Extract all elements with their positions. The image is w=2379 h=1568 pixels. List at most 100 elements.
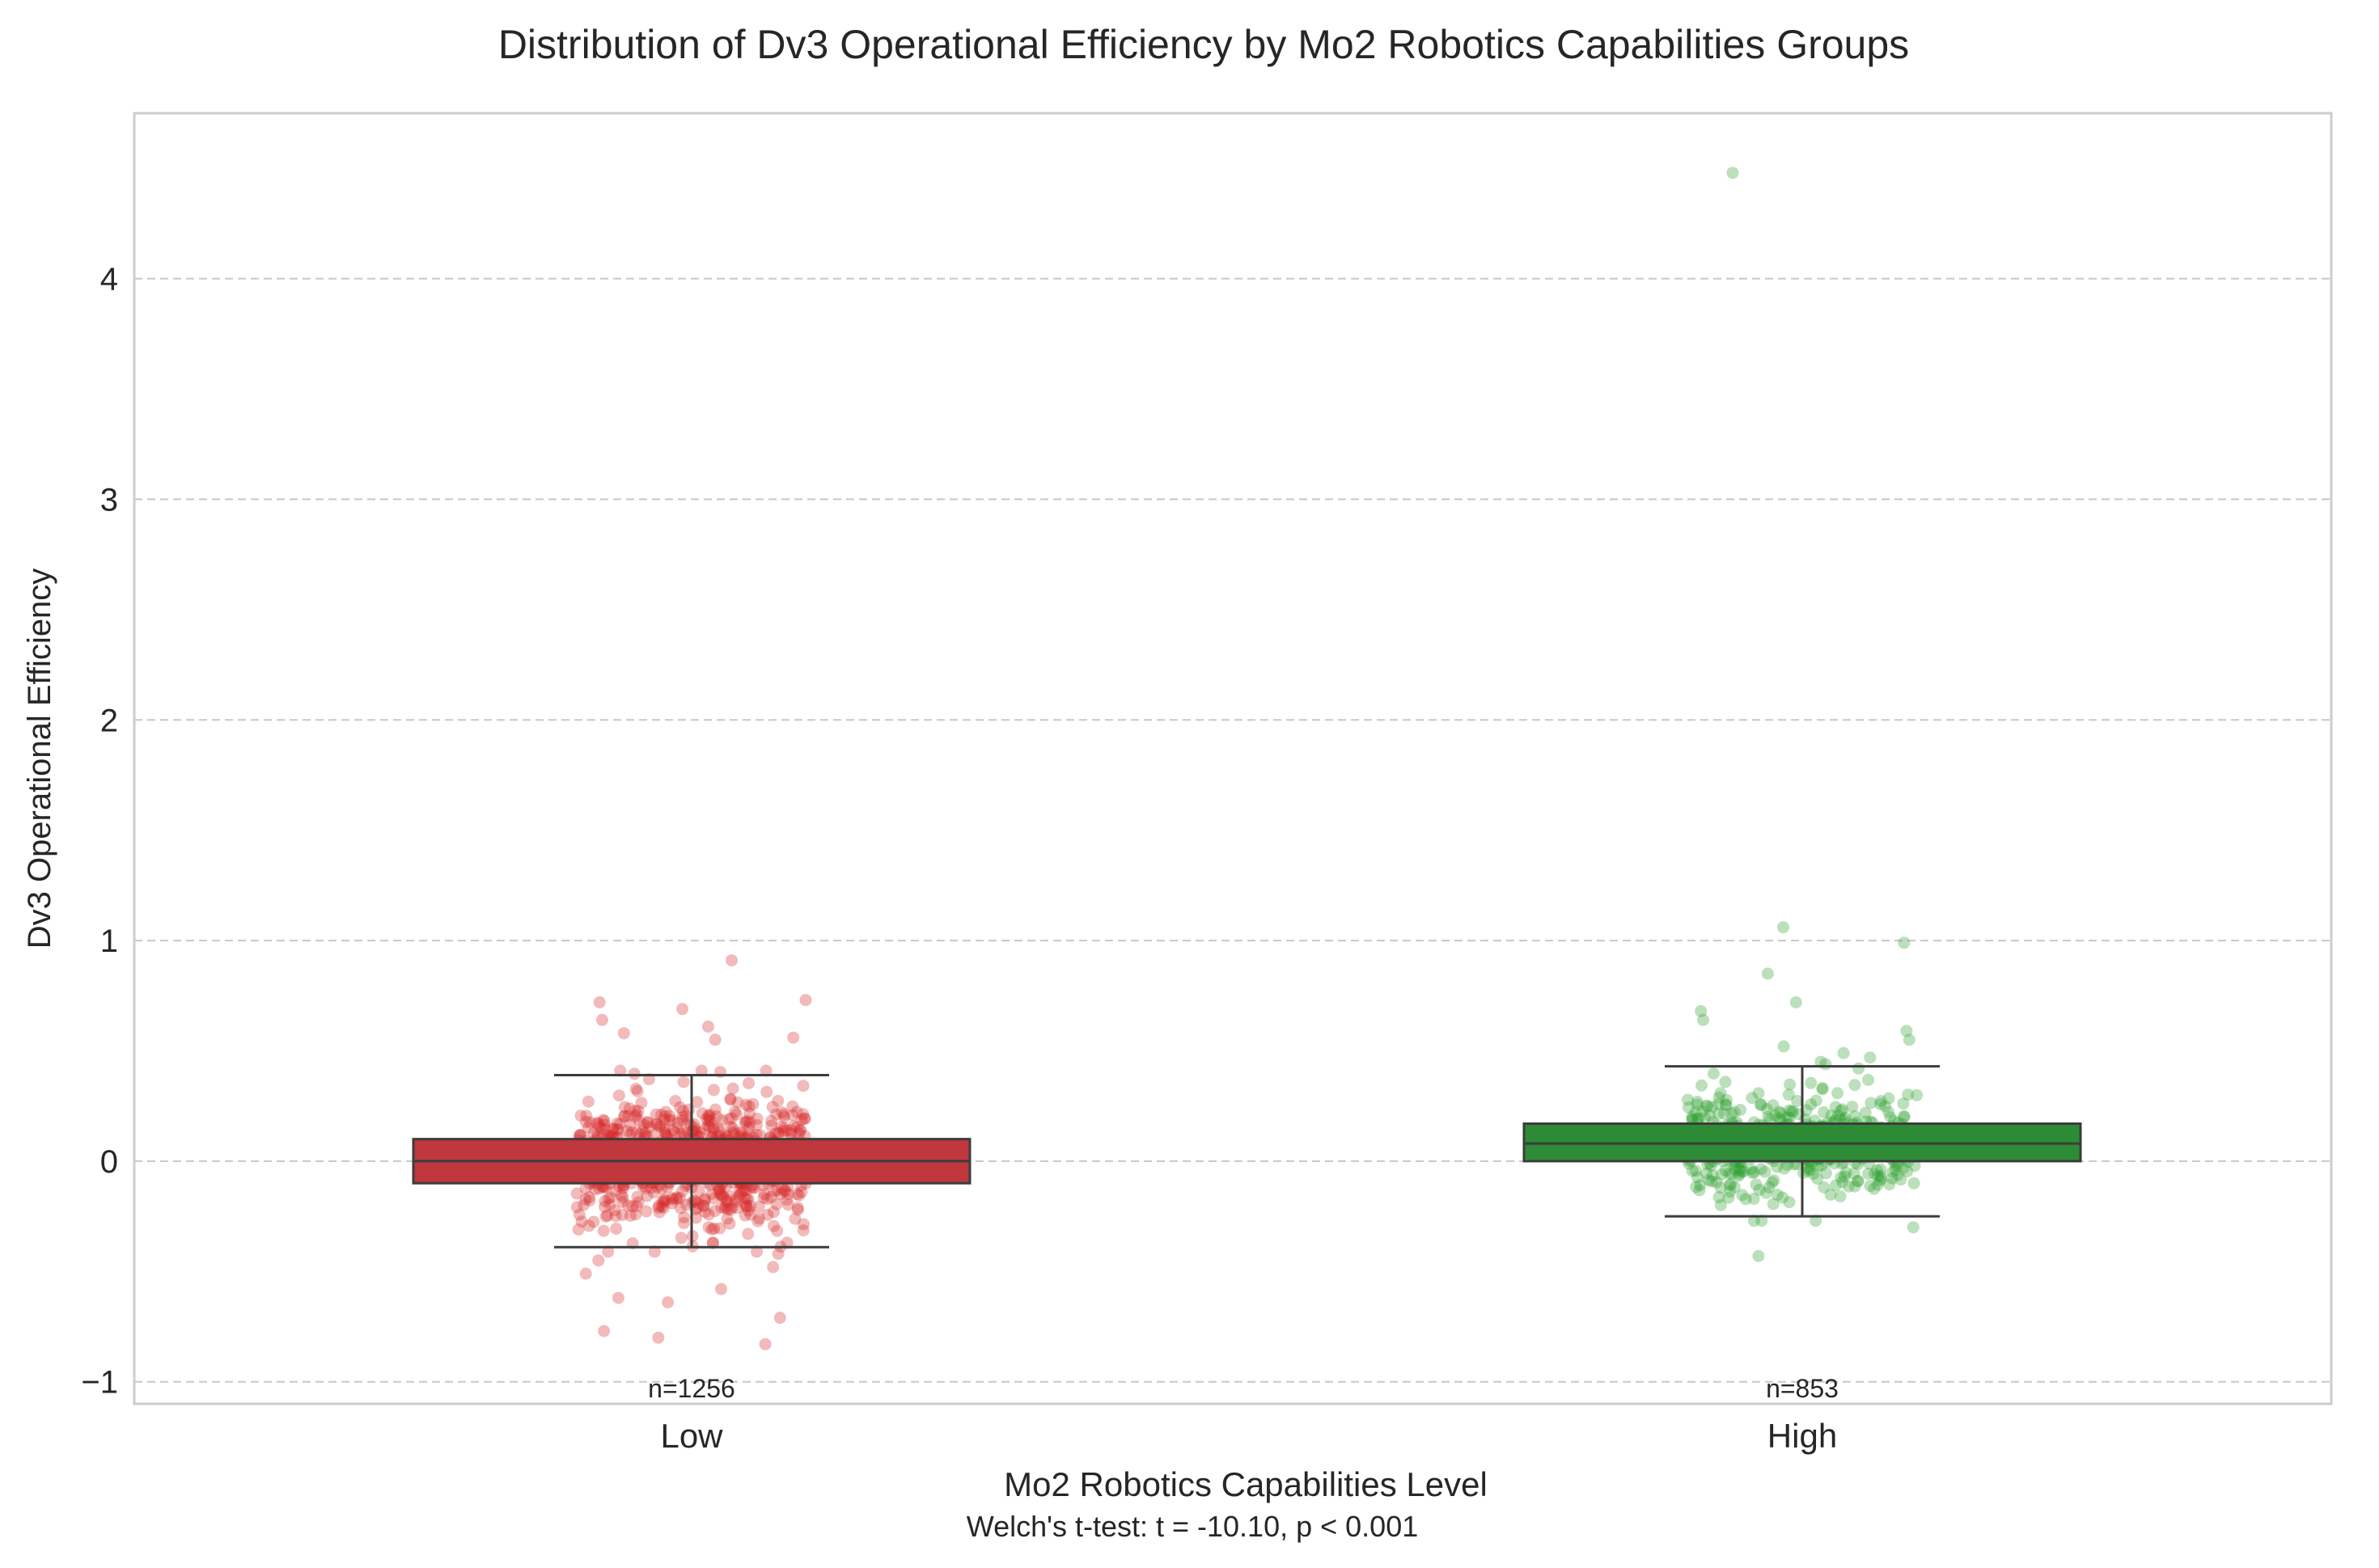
data-point — [715, 1201, 728, 1214]
outlier-point — [726, 954, 738, 967]
data-point — [1719, 1098, 1732, 1111]
data-point — [724, 1190, 737, 1202]
data-point — [733, 1126, 746, 1139]
data-point — [1783, 1104, 1796, 1117]
data-point — [1835, 1171, 1848, 1184]
data-point — [1829, 1179, 1842, 1192]
data-point — [666, 1192, 679, 1204]
data-point — [776, 1182, 789, 1195]
data-point — [757, 1191, 770, 1204]
data-point — [667, 1193, 679, 1206]
data-point — [630, 1200, 643, 1213]
data-point — [661, 1181, 674, 1194]
data-point — [1868, 1182, 1881, 1195]
data-point — [702, 1114, 715, 1127]
data-point — [616, 1191, 629, 1204]
data-point — [591, 1117, 603, 1130]
data-point — [623, 1102, 636, 1115]
data-point — [598, 1114, 611, 1127]
data-point — [622, 1109, 635, 1122]
y-tick-labels: −1 0 1 2 3 4 — [81, 262, 118, 1401]
data-point — [747, 1097, 760, 1110]
data-point — [727, 1122, 739, 1135]
data-point — [1769, 1109, 1782, 1122]
data-point — [582, 1122, 595, 1135]
data-point — [785, 1127, 798, 1140]
data-point — [624, 1118, 637, 1131]
data-point — [1689, 1106, 1702, 1119]
data-point — [1862, 1168, 1875, 1180]
data-point — [629, 1083, 642, 1095]
data-point — [698, 1194, 711, 1207]
data-point — [1748, 1165, 1761, 1178]
data-point — [704, 1114, 717, 1126]
data-point — [609, 1185, 622, 1197]
data-point — [1691, 1171, 1704, 1184]
data-point — [736, 1127, 748, 1140]
y-grid-lines — [134, 277, 2331, 1383]
data-point — [1891, 1169, 1904, 1181]
data-point — [1839, 1166, 1852, 1179]
data-point — [768, 1219, 780, 1232]
data-point — [624, 1210, 637, 1222]
box-plots — [412, 1065, 2082, 1249]
data-point — [707, 1084, 720, 1097]
data-point — [760, 1064, 773, 1077]
data-point — [739, 1116, 752, 1128]
data-point — [1883, 1178, 1896, 1191]
data-point — [673, 1191, 686, 1204]
data-point — [1755, 1163, 1767, 1176]
data-point — [717, 1190, 730, 1203]
data-point — [1871, 1178, 1884, 1191]
data-point — [706, 1236, 719, 1249]
data-point — [692, 1196, 705, 1209]
data-point — [1865, 1097, 1877, 1109]
data-point — [793, 1127, 806, 1139]
data-point — [679, 1109, 692, 1122]
outlier-point — [1726, 167, 1739, 180]
data-point — [1760, 1103, 1773, 1115]
data-point — [1816, 1083, 1829, 1096]
data-point — [658, 1202, 671, 1214]
data-point — [1744, 1163, 1757, 1176]
data-point — [1762, 1110, 1775, 1123]
data-point — [669, 1095, 682, 1107]
data-point — [770, 1108, 782, 1121]
data-point — [1717, 1107, 1730, 1120]
data-point — [601, 1209, 614, 1222]
data-point — [1705, 1175, 1718, 1188]
data-point — [1691, 1113, 1704, 1126]
data-point — [740, 1193, 753, 1206]
data-point — [1816, 1082, 1829, 1094]
data-point — [620, 1125, 633, 1138]
data-point — [610, 1223, 623, 1235]
outlier-point — [1864, 1051, 1877, 1064]
data-point — [1703, 1173, 1716, 1186]
data-point — [742, 1193, 755, 1206]
data-point — [773, 1127, 785, 1140]
data-point — [1839, 1111, 1852, 1124]
data-point — [641, 1190, 654, 1202]
data-point — [712, 1181, 725, 1194]
data-point — [575, 1215, 588, 1228]
data-point — [587, 1215, 600, 1228]
data-point — [704, 1109, 717, 1122]
data-point — [772, 1126, 785, 1139]
outlier-point — [1747, 1215, 1760, 1228]
data-point — [1873, 1174, 1886, 1187]
data-point — [1696, 1105, 1709, 1118]
data-point — [747, 1181, 760, 1194]
data-point — [607, 1122, 620, 1135]
data-point — [791, 1203, 804, 1216]
data-point — [1783, 1111, 1796, 1124]
data-point — [663, 1109, 676, 1122]
data-point — [680, 1198, 692, 1211]
data-point — [704, 1120, 716, 1133]
data-point — [613, 1118, 626, 1131]
data-point — [637, 1118, 650, 1131]
data-point — [671, 1122, 684, 1135]
data-point — [1805, 1076, 1818, 1089]
outlier-point — [593, 996, 606, 1008]
data-point — [1871, 1164, 1883, 1177]
